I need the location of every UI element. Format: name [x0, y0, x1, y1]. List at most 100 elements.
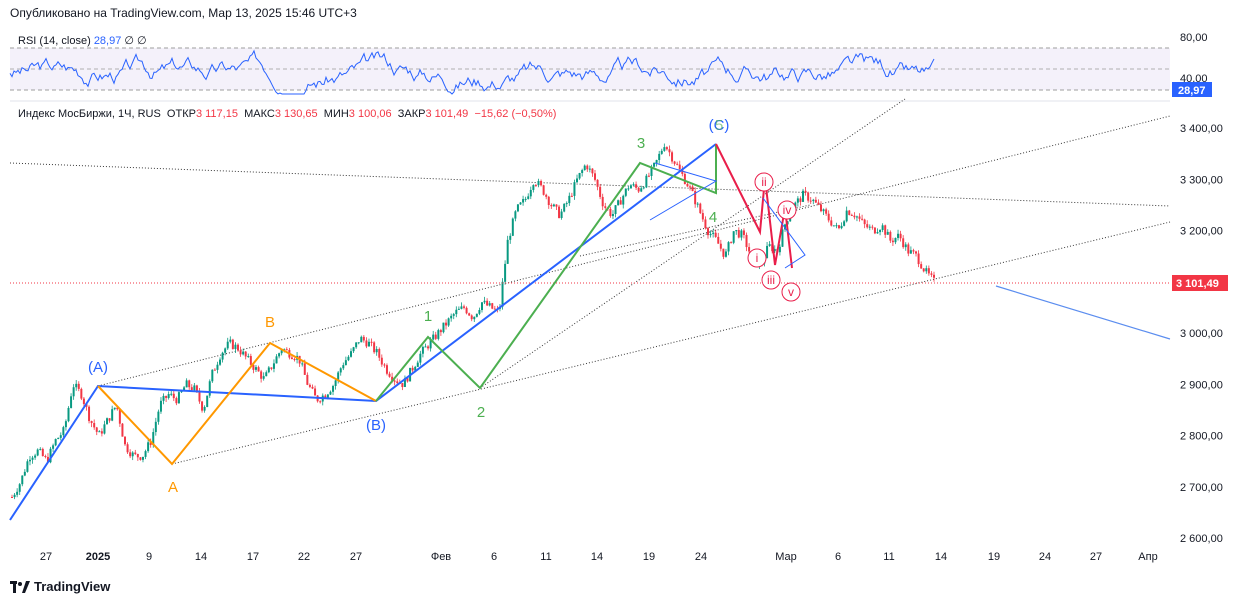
candle-body	[280, 350, 283, 354]
candle-body	[848, 210, 851, 215]
x-tick-label: 9	[146, 551, 152, 563]
y-tick-label: 3 000,00	[1180, 328, 1223, 340]
candle-body	[334, 380, 337, 386]
candle-body	[861, 218, 864, 220]
candle-body	[21, 475, 24, 485]
rsi-legend[interactable]: RSI (14, close) 28,97 ∅ ∅	[18, 34, 147, 47]
candle-body	[221, 352, 224, 360]
candle-body	[478, 310, 481, 314]
candle-body	[175, 398, 178, 404]
candle-body	[555, 204, 558, 207]
trend-line-channel-bottom	[171, 221, 1171, 465]
wave-label-C-blue: (C)	[709, 117, 730, 134]
candle-body	[59, 435, 62, 438]
candle-body	[421, 346, 424, 354]
rsi-label: RSI (14, close)	[18, 35, 91, 47]
candle-body	[380, 357, 383, 365]
candle-body	[673, 161, 676, 164]
wave-label-1: 1	[424, 308, 432, 325]
candle-body	[44, 456, 47, 458]
candle-body	[470, 315, 473, 320]
candle-body	[26, 461, 29, 472]
candle-body	[514, 211, 517, 219]
y-tick-label: 3 200,00	[1180, 226, 1223, 238]
candle-body	[735, 230, 738, 232]
candle-body	[77, 383, 80, 389]
candle-body	[306, 374, 309, 385]
candle-body	[519, 202, 522, 205]
candle-body	[578, 173, 581, 179]
candle-body	[383, 364, 386, 366]
candle-body	[70, 396, 73, 408]
candle-body	[332, 385, 335, 392]
candle-body	[588, 168, 591, 170]
candle-body	[28, 459, 31, 462]
candle-body	[437, 330, 440, 339]
candle-body	[254, 367, 257, 370]
trend-line-channel-top	[97, 115, 1171, 387]
candle-body	[95, 427, 98, 432]
candle-body	[637, 187, 640, 192]
candle-body	[57, 437, 60, 440]
tradingview-logo[interactable]: TradingView	[10, 579, 110, 594]
close-label: ЗАКР	[397, 108, 426, 120]
y-tick-label: 3 300,00	[1180, 174, 1223, 186]
candle-body	[450, 315, 453, 319]
candle-body	[899, 233, 902, 239]
candle-body	[850, 214, 853, 216]
projection-line	[995, 285, 1171, 340]
candle-body	[658, 153, 661, 160]
candle-body	[737, 230, 740, 238]
candle-body	[393, 380, 396, 382]
candle-body	[930, 273, 933, 275]
candle-body	[213, 369, 216, 371]
candle-body	[362, 336, 365, 341]
wave-label-i: i	[756, 251, 759, 265]
rsi-band	[10, 48, 1170, 90]
candle-body	[234, 344, 237, 350]
candle-body	[170, 393, 173, 395]
candle-body	[624, 188, 627, 196]
candle-body	[219, 359, 222, 365]
candle-body	[843, 221, 846, 226]
candle-body	[632, 184, 635, 186]
candle-body	[873, 227, 876, 234]
candle-body	[108, 418, 111, 421]
candle-body	[373, 342, 376, 353]
candle-body	[75, 383, 78, 388]
x-tick-label: 17	[247, 551, 259, 563]
open-label: ОТКР	[166, 108, 196, 120]
candle-body	[226, 341, 229, 349]
candle-body	[203, 406, 206, 411]
candle-body	[855, 216, 858, 218]
candle-body	[206, 395, 209, 407]
candle-body	[694, 191, 697, 205]
candles	[11, 143, 935, 500]
candle-body	[740, 230, 743, 238]
candle-body	[563, 203, 566, 212]
price-legend[interactable]: Индекс МосБиржи, 1Ч, RUS ОТКР3 117,15 МА…	[18, 108, 556, 120]
candle-body	[640, 188, 643, 192]
candle-body	[329, 391, 332, 395]
candle-body	[617, 200, 620, 206]
candle-body	[473, 316, 476, 320]
y-tick-label: 2 800,00	[1180, 431, 1223, 443]
candle-body	[678, 164, 681, 170]
candle-body	[357, 342, 360, 344]
y-tick-label: 2 600,00	[1180, 533, 1223, 545]
x-tick-label: 27	[40, 551, 52, 563]
trend-line-steep	[479, 98, 906, 389]
candle-body	[242, 351, 245, 355]
candle-body	[912, 250, 915, 252]
candle-body	[745, 234, 748, 248]
candle-body	[627, 188, 630, 190]
candle-body	[106, 418, 109, 425]
candle-body	[714, 232, 717, 237]
candle-body	[655, 159, 658, 163]
candle-body	[881, 225, 884, 231]
candle-body	[804, 190, 807, 193]
candle-body	[80, 388, 83, 399]
candle-body	[540, 180, 543, 186]
candle-body	[439, 330, 442, 333]
